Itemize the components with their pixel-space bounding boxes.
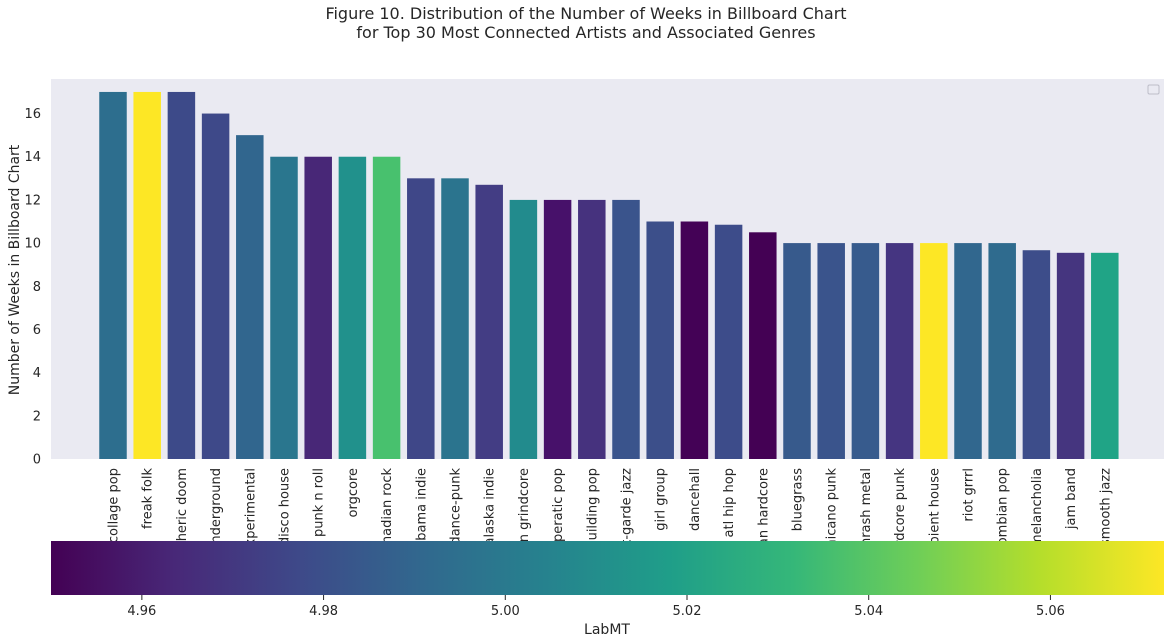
bar (680, 221, 709, 459)
x-axis: collage pop freak folk pheric doom undergro… (107, 468, 1114, 558)
x-tick-label: mbient house (927, 468, 942, 557)
legend-box (1147, 84, 1160, 95)
x-tick-label: alaska indie (483, 468, 498, 545)
y-tick-label: 8 (33, 280, 41, 295)
bar (372, 156, 401, 460)
colorbar-label: LabMT (584, 622, 630, 638)
bar (407, 178, 435, 459)
bar (851, 243, 880, 459)
x-tick-label: disco house (278, 468, 293, 545)
x-tick-label: freak folk (141, 468, 156, 529)
chart-title-line-2: for Top 30 Most Connected Artists and As… (356, 23, 816, 42)
bar (201, 113, 230, 460)
chart-title: Figure 10. Distribution of the Number of… (0, 4, 1172, 42)
x-tick-label: bluegrass (791, 468, 806, 531)
y-tick-label: 0 (33, 453, 41, 468)
bar (817, 243, 845, 459)
x-tick-label: dance-punk (449, 468, 464, 545)
bar (749, 232, 777, 459)
bar (1056, 252, 1085, 459)
y-tick-label: 16 (24, 107, 41, 122)
bar (167, 91, 196, 459)
x-tick-label: riot grrrl (962, 468, 977, 522)
x-tick-label: jam band (1064, 468, 1079, 530)
x-tick-label: an grindcore (517, 468, 532, 550)
bar (475, 184, 503, 460)
bar (509, 199, 538, 459)
bar (920, 243, 948, 459)
colorbar-ticks: 4.96 4.98 5.00 5.02 5.04 5.06 (127, 595, 1065, 619)
bar-group (99, 91, 1119, 460)
y-axis: 0 2 4 6 8 10 12 14 16 (24, 107, 41, 467)
y-tick-label: 2 (33, 409, 41, 424)
x-tick-label: building pop (585, 468, 600, 549)
y-axis-label: Number of Weeks in Billboard Chart (7, 144, 23, 395)
x-tick-label: punk n roll (312, 468, 327, 537)
x-tick-label: girl group (654, 468, 669, 531)
x-tick-label: an hardcore (756, 468, 771, 546)
x-tick-label: collage pop (107, 468, 122, 543)
bar (1022, 250, 1051, 459)
colorbar-tick-label: 5.00 (491, 604, 520, 619)
bar (612, 199, 640, 459)
bar (714, 224, 743, 459)
x-tick-label: rdcore punk (893, 468, 908, 546)
x-tick-label: thrash metal (859, 468, 874, 551)
bar (236, 135, 264, 459)
x-tick-label: hicano punk (825, 468, 840, 548)
colorbar-tick-label: 5.04 (854, 604, 883, 619)
bar (988, 243, 1016, 459)
bar (543, 199, 572, 459)
bar (270, 156, 298, 460)
y-tick-label: 10 (24, 237, 41, 252)
bar (338, 156, 367, 460)
bar (441, 178, 469, 459)
colorbar-tick-label: 4.96 (127, 604, 156, 619)
bar (954, 243, 982, 459)
bar (783, 243, 811, 459)
x-tick-label: operatic pop (551, 468, 566, 550)
bar (885, 243, 914, 459)
y-tick-label: 14 (24, 150, 41, 165)
colorbar (51, 541, 1164, 595)
bar (99, 91, 127, 459)
x-tick-label: atl hip hop (722, 468, 737, 538)
chart-title-line-1: Figure 10. Distribution of the Number of… (325, 4, 847, 23)
bar (133, 91, 161, 459)
x-tick-label: abama indie (414, 468, 429, 549)
x-tick-label: experimental (243, 468, 258, 554)
x-tick-label: melancholia (1030, 468, 1045, 547)
x-tick-label: underground (209, 468, 224, 552)
bar (578, 199, 606, 459)
x-tick-label: anadian rock (380, 468, 395, 553)
x-tick-label: pheric doom (175, 468, 190, 550)
x-tick-label: lombian pop (996, 468, 1011, 549)
y-tick-label: 12 (24, 193, 41, 208)
x-tick-label: dancehall (688, 468, 703, 531)
bar (1091, 252, 1119, 459)
bar (304, 156, 332, 460)
x-tick-label: orgcore (346, 468, 361, 517)
y-tick-label: 4 (33, 366, 41, 381)
colorbar-tick-label: 4.98 (309, 604, 338, 619)
y-tick-label: 6 (33, 323, 41, 338)
colorbar-tick-label: 5.06 (1036, 604, 1065, 619)
x-tick-label: t-garde jazz (620, 468, 635, 545)
bar (646, 221, 674, 459)
x-tick-label: smooth jazz (1098, 468, 1113, 546)
colorbar-tick-label: 5.02 (673, 604, 702, 619)
